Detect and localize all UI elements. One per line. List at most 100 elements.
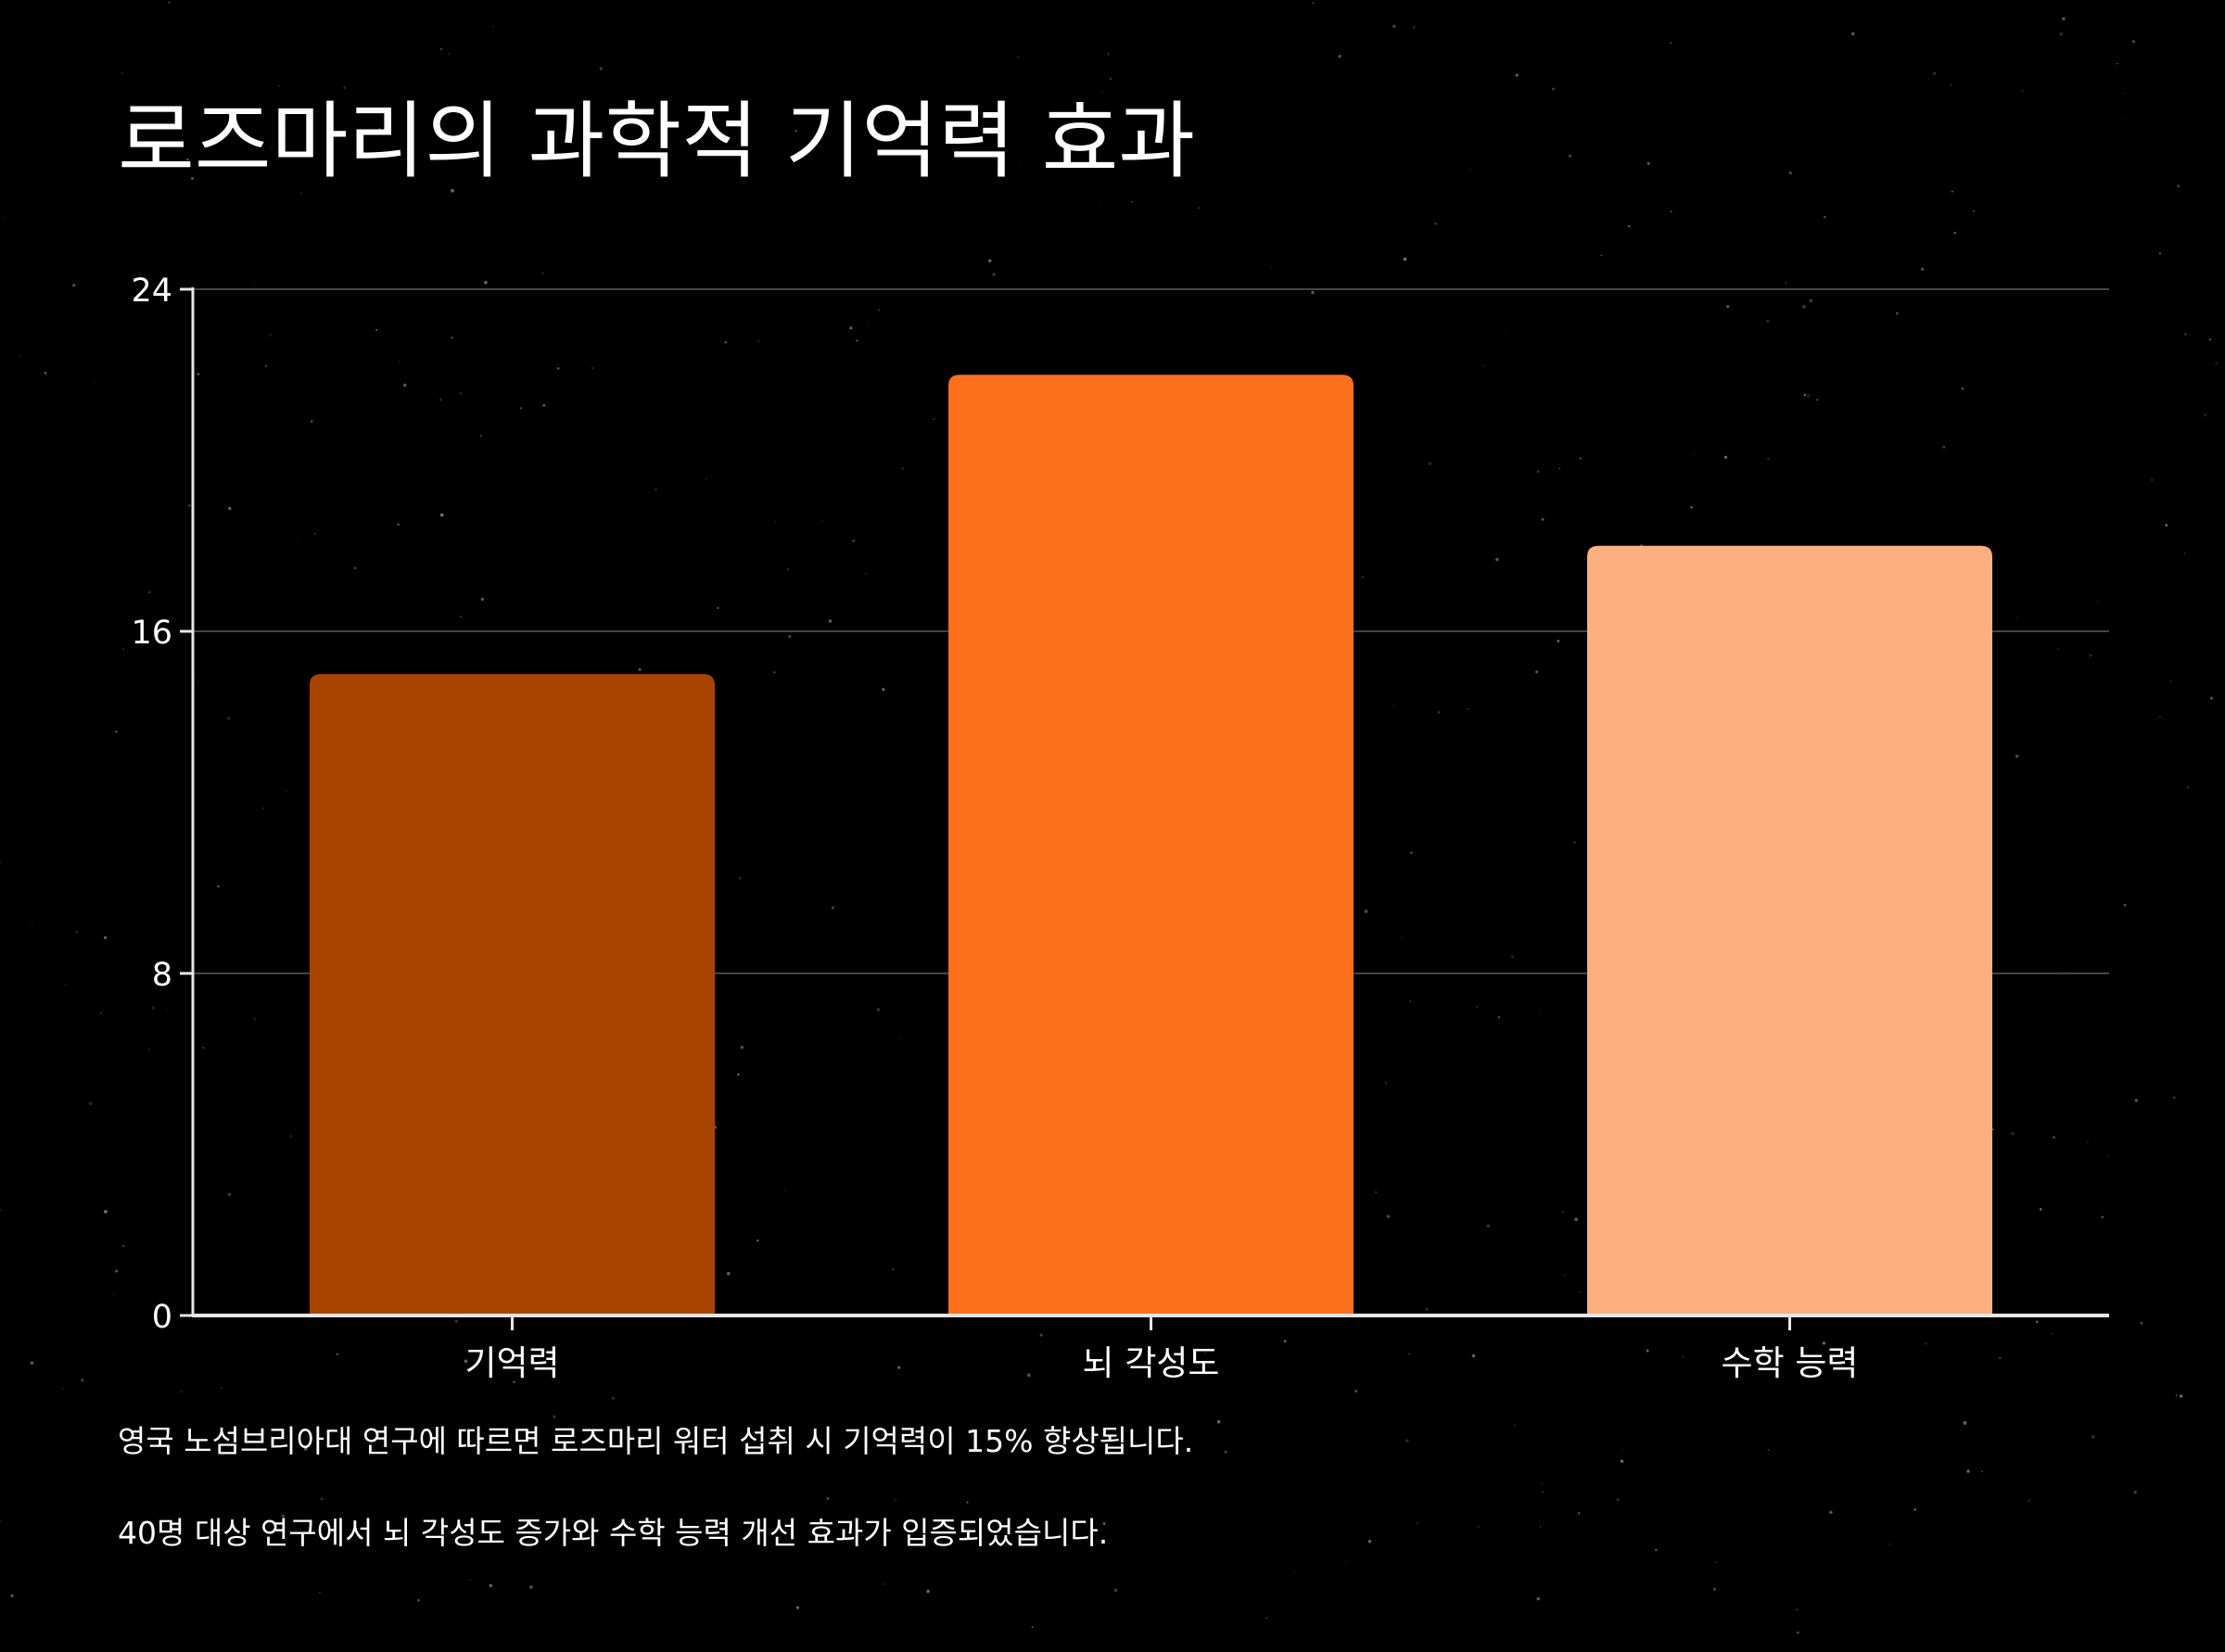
star: [1655, 1548, 1658, 1552]
star: [1541, 1491, 1544, 1493]
star: [1961, 388, 1964, 390]
star: [343, 86, 346, 89]
star: [100, 1011, 102, 1014]
star: [724, 340, 728, 344]
star: [2087, 1141, 2089, 1143]
star: [2140, 1321, 2143, 1325]
star: [901, 467, 904, 470]
star: [1392, 705, 1395, 707]
star: [104, 1210, 108, 1214]
star: [736, 1073, 740, 1076]
star: [402, 383, 407, 388]
star: [519, 407, 523, 410]
star: [2028, 1499, 2030, 1502]
star: [783, 1188, 786, 1191]
star: [1670, 42, 1672, 44]
star: [1364, 909, 1368, 913]
star: [1514, 1424, 1516, 1427]
star: [480, 597, 485, 602]
star: [2177, 184, 2180, 188]
star: [2121, 119, 2123, 121]
star: [2150, 477, 2155, 482]
star: [303, 1446, 308, 1451]
star: [0, 1209, 2, 1212]
star: [877, 308, 881, 311]
star: [30, 1361, 34, 1366]
star: [2035, 1320, 2039, 1324]
star: [1539, 1526, 1542, 1528]
star: [1515, 73, 1519, 77]
star: [1981, 1470, 1984, 1473]
star: [1386, 1214, 1391, 1218]
star: [1822, 1341, 1825, 1345]
star: [1416, 1522, 1418, 1524]
star: [1538, 1010, 1541, 1012]
footnote-1: 영국 노섬브리아대 연구에 따르면 로즈마리 워터 섭취 시 기억력이 15% …: [118, 1423, 1194, 1459]
star: [469, 1579, 471, 1582]
star: [1895, 311, 1899, 315]
star: [2204, 413, 2207, 417]
star: [1016, 55, 1020, 58]
star: [1031, 1626, 1034, 1629]
axes: 0 8 16 24 기억력 뇌 각성도 수학 능력: [131, 273, 2109, 1383]
footnote-2: 40명 대상 연구에서 뇌 각성도 증가와 수학 능력 개선 효과가 입증되었습…: [118, 1515, 1109, 1551]
star: [638, 667, 642, 671]
bar-1: [310, 674, 715, 1315]
star: [1620, 1459, 1624, 1463]
star: [451, 188, 454, 193]
star: [1963, 1421, 1967, 1425]
star: [44, 372, 47, 375]
star: [2053, 1136, 2056, 1139]
star: [1204, 1351, 1207, 1354]
star: [2133, 1491, 2137, 1494]
star: [0, 1519, 2, 1522]
star: [375, 329, 377, 331]
star: [180, 1391, 183, 1393]
star: [227, 506, 232, 511]
star: [1951, 190, 1953, 193]
star: [1469, 168, 1471, 170]
star: [599, 67, 603, 70]
star: [2, 216, 5, 220]
star: [459, 391, 463, 396]
star: [716, 606, 719, 610]
star: [1796, 1608, 1799, 1611]
star: [271, 146, 273, 148]
star: [439, 47, 443, 51]
star: [1408, 1353, 1410, 1355]
star: [1216, 1419, 1221, 1424]
star: [1621, 1449, 1623, 1451]
star: [439, 513, 444, 517]
star: [987, 259, 992, 263]
star: [1481, 364, 1484, 367]
star: [1467, 708, 1468, 710]
star: [1541, 1482, 1543, 1484]
star: [1973, 210, 1976, 212]
star: [378, 128, 381, 131]
star: [876, 1008, 881, 1011]
star: [1412, 26, 1416, 29]
star: [1816, 399, 1819, 401]
chart-title: 로즈마리의 과학적 기억력 효과: [118, 93, 1196, 190]
star: [0, 861, 1, 863]
star: [646, 130, 649, 133]
star: [1504, 331, 1506, 333]
star: [484, 280, 488, 285]
star: [1385, 1082, 1387, 1084]
star: [492, 25, 494, 27]
star: [1807, 393, 1811, 398]
star: [1434, 222, 1437, 225]
star: [1573, 841, 1576, 844]
star: [1558, 467, 1561, 470]
x-tick-label: 뇌 각성도: [1083, 1343, 1220, 1383]
star: [454, 1319, 458, 1323]
star: [820, 519, 824, 523]
star: [489, 1583, 493, 1588]
star: [919, 149, 922, 152]
star: [115, 730, 118, 733]
star: [2015, 755, 2019, 758]
star: [882, 687, 884, 689]
y-tick-label: 0: [152, 1299, 172, 1336]
star: [103, 935, 108, 940]
star: [1574, 1217, 1578, 1222]
